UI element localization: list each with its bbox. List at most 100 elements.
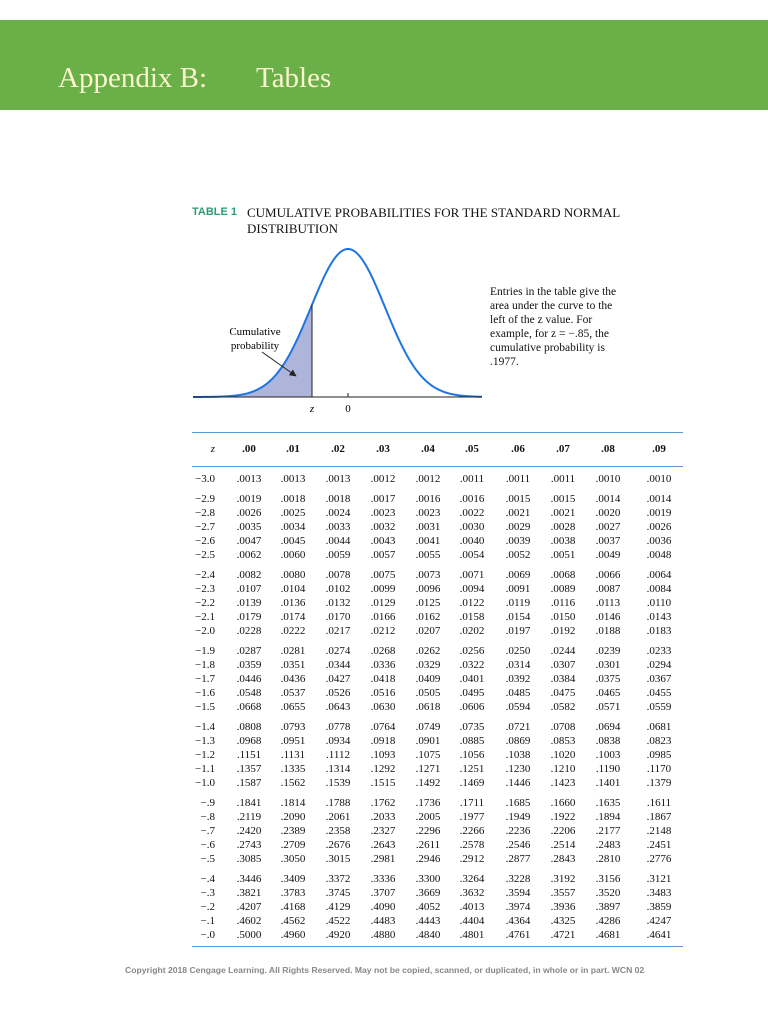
column-header: z [210,443,215,455]
table-cell: .0322 [459,659,485,671]
table-cell: .1210 [550,763,576,775]
table-cell: .3446 [236,873,262,885]
table-cell: .2676 [325,839,351,851]
table-cell: .0212 [370,625,396,637]
row-label: −.3 [200,887,215,899]
row-label: −2.5 [195,549,215,561]
shaded-area [193,304,312,397]
table-caption: CUMULATIVE PROBABILITIES FOR THE STANDAR… [247,205,620,236]
table-rule [192,432,683,433]
table-cell: .0314 [505,659,531,671]
row-label: −1.4 [195,721,215,733]
table-cell: .0526 [325,687,351,699]
table-cell: .5000 [236,929,262,941]
row-label: −1.3 [195,735,215,747]
header-band [0,20,768,110]
row-label: −2.9 [195,493,215,505]
table-cell: .3897 [595,901,621,913]
table-cell: .3936 [550,901,576,913]
table-cell: .0869 [505,735,531,747]
table-cell: .0034 [280,521,306,533]
table-cell: .0281 [280,645,306,657]
table-cell: .2090 [280,811,306,823]
column-header: .00 [242,443,256,455]
table-cell: .2546 [505,839,531,851]
table-cell: .1003 [595,749,621,761]
table-cell: .1151 [236,749,262,761]
z-label: z [309,403,315,415]
table-cell: .4325 [550,915,576,927]
table-cell: .0207 [415,625,441,637]
zero-label: 0 [345,403,351,415]
table-cell: .0179 [236,611,262,623]
table-cell: .0294 [646,659,672,671]
row-label: −1.7 [195,673,215,685]
table-cell: .0011 [459,473,485,485]
row-label: −.0 [200,929,215,941]
table-cell: .4483 [370,915,396,927]
table-cell: .3594 [505,887,531,899]
table-cell: .3228 [505,873,531,885]
table-cell: .4681 [595,929,621,941]
table-cell: .0162 [415,611,441,623]
table-cell: .0446 [236,673,262,685]
table-cell: .1292 [370,763,396,775]
table-cell: .0655 [280,701,306,713]
table-cell: .1539 [325,777,351,789]
table-cell: .0064 [646,569,672,581]
table-cell: .0418 [370,673,396,685]
column-header: .06 [511,443,525,455]
table-cell: .0082 [236,569,262,581]
table-cell: .0808 [236,721,262,733]
table-cell: .4404 [459,915,485,927]
table-cell: .0062 [236,549,262,561]
table-cell: .3192 [550,873,576,885]
table-cell: .1587 [236,777,262,789]
table-cell: .2946 [415,853,441,865]
table-cell: .3632 [459,887,485,899]
table-cell: .1335 [280,763,306,775]
table-cell: .3336 [370,873,396,885]
table-cell: .3783 [280,887,306,899]
table-cell: .3483 [646,887,672,899]
table-cell: .0010 [646,473,672,485]
table-cell: .0749 [415,721,441,733]
table-cell: .1020 [550,749,576,761]
table-cell: .4443 [415,915,441,927]
table-cell: .0099 [370,583,396,595]
table-cell: .0793 [280,721,306,733]
table-cell: .0217 [325,625,351,637]
table-cell: .1660 [550,797,576,809]
row-label: −1.6 [195,687,215,699]
table-cell: .4840 [415,929,441,941]
table-cell: .0934 [325,735,351,747]
table-cell: .1190 [595,763,621,775]
table-cell: .1736 [415,797,441,809]
table-cell: .1038 [505,749,531,761]
table-cell: .0073 [415,569,441,581]
table-cell: .0015 [505,493,531,505]
table-cell: .0250 [505,645,531,657]
table-cell: .0021 [505,507,531,519]
table-cell: .4641 [646,929,672,941]
table-cell: .2420 [236,825,262,837]
table-cell: .0040 [459,535,485,547]
table-cell: .4090 [370,901,396,913]
table-cell: .1635 [595,797,621,809]
table-cell: .0384 [550,673,576,685]
table-cell: .0174 [280,611,306,623]
table-cell: .0681 [646,721,672,733]
table-cell: .0274 [325,645,351,657]
table-cell: .0104 [280,583,306,595]
table-cell: .1762 [370,797,396,809]
row-label: −.2 [200,901,215,913]
table-cell: .0409 [415,673,441,685]
table-cell: .1056 [459,749,485,761]
table-cell: .0047 [236,535,262,547]
table-cell: .0054 [459,549,485,561]
table-cell: .0505 [415,687,441,699]
table-cell: .0582 [550,701,576,713]
table-cell: .1515 [370,777,396,789]
table-cell: .0038 [550,535,576,547]
table-cell: .0043 [370,535,396,547]
